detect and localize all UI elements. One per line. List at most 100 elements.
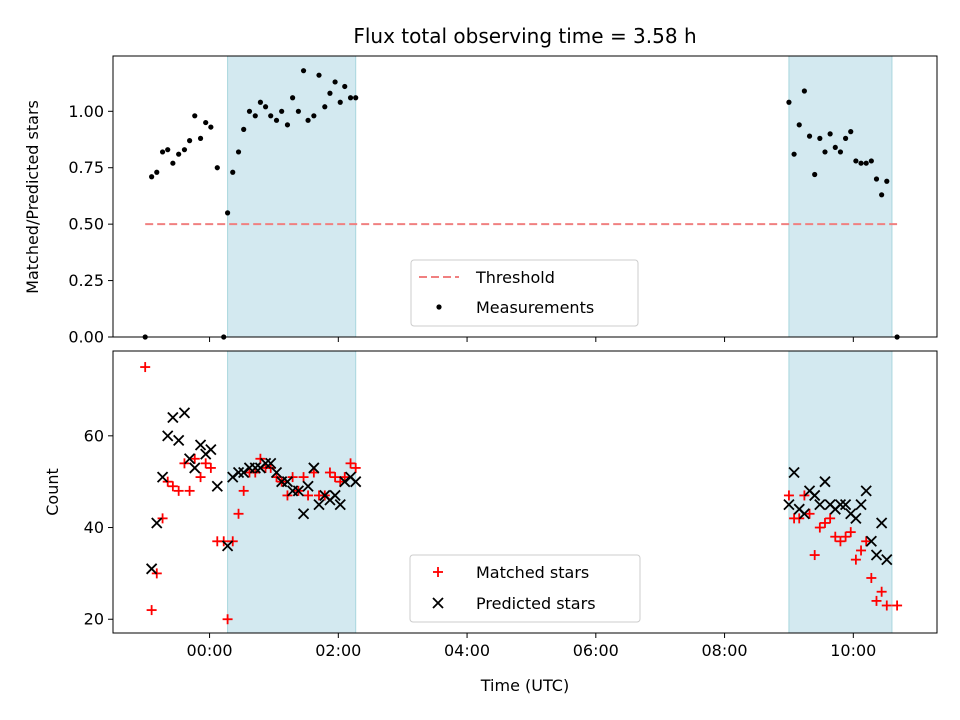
measurement-point [208, 124, 214, 130]
ratio-shaded-span-1 [788, 55, 893, 338]
measurement-point [224, 210, 231, 216]
predicted-star-point [270, 466, 283, 479]
matched-star-point [233, 508, 244, 519]
count-y-axis-label: Count [43, 468, 62, 516]
matched-star-point [840, 531, 851, 542]
legend-predicted-swatch [432, 597, 444, 609]
matched-star-point [200, 458, 211, 469]
predicted-star-point [788, 466, 800, 479]
measurement-point [170, 160, 176, 166]
measurement-point [827, 131, 833, 137]
measurement-point [165, 147, 171, 153]
ratio-y-tick-label: 0.25 [68, 271, 104, 290]
ratio-axes-frame [112, 55, 938, 338]
predicted-star-point [783, 498, 795, 511]
measurement-point [806, 133, 813, 139]
count-x-tick-label: 00:00 [187, 641, 233, 660]
predicted-star-point [151, 517, 163, 529]
matched-star-point [184, 485, 195, 496]
predicted-star-point [834, 498, 847, 511]
legend-threshold-label: Threshold [475, 268, 555, 287]
predicted-star-point [178, 407, 191, 419]
measurement-point [848, 129, 854, 135]
legend-measurements-label: Measurements [476, 298, 594, 317]
measurement-point [332, 79, 338, 85]
measurement-point [337, 99, 343, 105]
measurement-point [322, 104, 328, 110]
measurement-point [316, 72, 322, 78]
ratio-panel: 0.00 0.25 0.50 0.75 1.00 Matched/Predicted s… [23, 55, 938, 347]
predicted-star-point [860, 485, 872, 497]
count-y-tick-label: 60 [84, 426, 104, 445]
measurement-point [187, 138, 193, 144]
measurement-point [837, 149, 844, 155]
matched-star-point [861, 536, 872, 547]
predicted-star-point [211, 480, 223, 492]
measurement-point [257, 99, 264, 105]
measurement-point [192, 113, 198, 119]
measurement-point [842, 135, 849, 141]
predicted-star-point [281, 476, 294, 488]
measurements-points [142, 68, 900, 340]
predicted-star-point [259, 457, 272, 469]
predicted-star-point [249, 462, 261, 474]
predicted-star-point [194, 439, 207, 451]
predicted-star-point [167, 411, 179, 424]
measurement-point [868, 158, 874, 164]
matched-star-point [324, 467, 335, 478]
measurement-point [873, 176, 880, 182]
predicted-star-point [221, 540, 234, 552]
matched-star-point [303, 490, 314, 501]
measurement-point [853, 158, 859, 164]
ratio-legend-box [410, 259, 639, 327]
predicted-star-point [292, 485, 305, 497]
measurement-point [284, 122, 291, 128]
measurement-point [290, 95, 296, 101]
matched-star-point [783, 490, 794, 501]
legend-measurements-swatch [436, 304, 442, 310]
predicted-star-point [265, 457, 277, 469]
matched-star-point [350, 462, 361, 473]
measurement-point [817, 135, 823, 141]
predicted-star-point [308, 462, 320, 474]
predicted-star-point [839, 498, 852, 511]
predicted-star-point [819, 476, 831, 488]
measurement-point [879, 192, 885, 198]
predicted-star-point [232, 466, 245, 479]
measurement-point [311, 113, 317, 119]
matched-star-point [157, 513, 168, 524]
measurement-point [214, 165, 220, 171]
legend-matched-swatch [433, 567, 443, 577]
matched-star-point [845, 527, 856, 538]
measurement-point [822, 149, 828, 155]
matched-star-point [167, 481, 178, 492]
matched-star-point [819, 517, 830, 528]
matched-star-point [173, 485, 184, 496]
predicted-star-point [183, 453, 196, 465]
measurement-point [241, 126, 247, 132]
predicted-star-point [205, 443, 217, 456]
measurement-point [273, 117, 280, 123]
predicted-star-point [302, 480, 314, 492]
measurement-point [295, 108, 301, 114]
measurement-point [159, 149, 166, 155]
predicted-star-point [173, 434, 185, 447]
predicted-star-point [350, 476, 362, 488]
count-x-tick-label: 06:00 [573, 641, 619, 660]
matched-star-point [850, 554, 861, 565]
matched-star-point [205, 462, 216, 473]
predicted-star-point [297, 508, 310, 520]
measurement-point [812, 171, 818, 178]
matched-star-point [856, 545, 867, 556]
x-axis-label: Time (UTC) [480, 676, 569, 695]
predicted-stars-points [145, 407, 893, 575]
matched-star-point [345, 458, 356, 469]
measurement-point [327, 90, 333, 96]
matched-star-point [189, 453, 200, 464]
ratio-axis-ticks: 0.00 0.25 0.50 0.75 1.00 [68, 102, 854, 347]
measurement-point [235, 149, 242, 155]
matched-star-point [140, 362, 151, 373]
measurement-point [181, 147, 188, 153]
matched-star-point [238, 485, 249, 496]
measurement-point [305, 117, 311, 123]
